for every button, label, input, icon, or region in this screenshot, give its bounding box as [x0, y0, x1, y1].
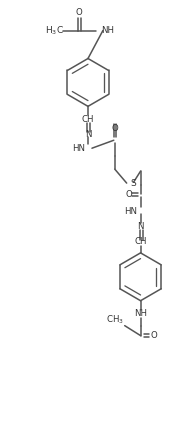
Text: HN: HN: [125, 206, 138, 216]
Text: N: N: [137, 223, 144, 232]
Text: NH: NH: [134, 309, 147, 318]
Text: O: O: [125, 190, 132, 199]
Text: CH: CH: [82, 115, 94, 124]
Text: S: S: [131, 178, 136, 187]
Text: N: N: [85, 130, 91, 139]
Text: NH: NH: [101, 26, 114, 35]
Text: O: O: [111, 124, 118, 133]
Text: H$_3$C: H$_3$C: [45, 24, 64, 37]
Text: O: O: [76, 8, 83, 17]
Text: HN: HN: [72, 144, 85, 153]
Text: CH$_3$: CH$_3$: [106, 313, 124, 326]
Text: O: O: [150, 331, 157, 340]
Text: CH: CH: [134, 238, 147, 247]
